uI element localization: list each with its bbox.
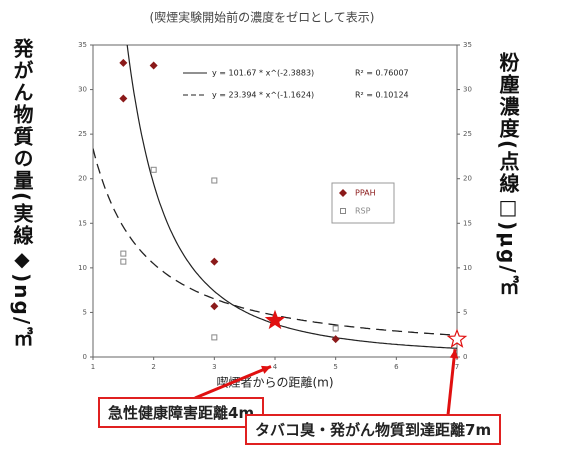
arrow-head	[261, 365, 271, 374]
star-marker	[264, 309, 286, 330]
x-tick-label: 5	[333, 363, 337, 371]
annotation: 急性健康障害距離4m	[98, 397, 265, 428]
x-tick-label: 6	[394, 363, 399, 371]
y2-tick-label: 20	[463, 175, 472, 183]
trendline	[93, 148, 457, 336]
y2-axis-label: 粉塵濃度(点線□)μg/㎥	[496, 52, 520, 297]
y2-tick-label: 0	[463, 353, 467, 361]
x-axis-label: 喫煙者からの距離(m)	[216, 376, 333, 390]
plot-area	[93, 45, 457, 349]
trendline-r2: R² = 0.76007	[355, 69, 409, 78]
point	[211, 177, 218, 184]
trendline-equation: y = 101.67 * x^(-2.3883)	[212, 69, 314, 78]
y-tick-label: 5	[83, 308, 87, 316]
point	[331, 335, 340, 344]
point	[120, 250, 127, 257]
y2-tick-label: 30	[463, 86, 472, 94]
annotation: タバコ臭・発がん物質到達距離7m	[245, 414, 502, 445]
x-tick-label: 4	[273, 363, 278, 371]
y2-tick-label: 5	[463, 308, 467, 316]
x-tick-label: 1	[91, 363, 95, 371]
arrow-head	[449, 349, 459, 359]
trendline-equation: y = 23.394 * x^(-1.1624)	[212, 91, 314, 100]
point	[332, 325, 339, 332]
star-marker	[446, 328, 468, 348]
y-tick-label: 0	[83, 353, 87, 361]
legend-marker	[340, 208, 346, 214]
y2-tick-label: 10	[463, 264, 472, 272]
y-tick-label: 10	[78, 264, 87, 272]
y-tick-label: 15	[78, 219, 87, 227]
trendline-r2: R² = 0.10124	[355, 91, 409, 100]
y-tick-label: 35	[78, 41, 87, 49]
point	[120, 258, 127, 265]
chart-title: (喫煙実験開始前の濃度をゼロとして表示)	[149, 10, 374, 25]
point	[210, 302, 219, 311]
legend-label: RSP	[355, 207, 371, 216]
point	[119, 94, 128, 103]
y2-tick-label: 35	[463, 41, 472, 49]
arrow	[446, 349, 457, 416]
x-tick-label: 7	[455, 363, 459, 371]
y2-tick-label: 15	[463, 219, 472, 227]
legend-marker	[339, 189, 347, 197]
legend-label: PPAH	[355, 189, 376, 198]
trendline	[126, 45, 457, 349]
point	[149, 61, 158, 70]
y-axis-label: 発がん物質の量(実線◆)ng/㎥	[10, 38, 34, 349]
point	[119, 58, 128, 67]
y-tick-label: 25	[78, 130, 87, 138]
point	[210, 257, 219, 266]
x-tick-label: 2	[151, 363, 155, 371]
y-tick-label: 30	[78, 86, 87, 94]
point	[150, 166, 157, 173]
y-tick-label: 20	[78, 175, 87, 183]
y2-tick-label: 25	[463, 130, 472, 138]
x-tick-label: 3	[212, 363, 216, 371]
point	[211, 334, 218, 341]
arrow	[194, 365, 272, 400]
